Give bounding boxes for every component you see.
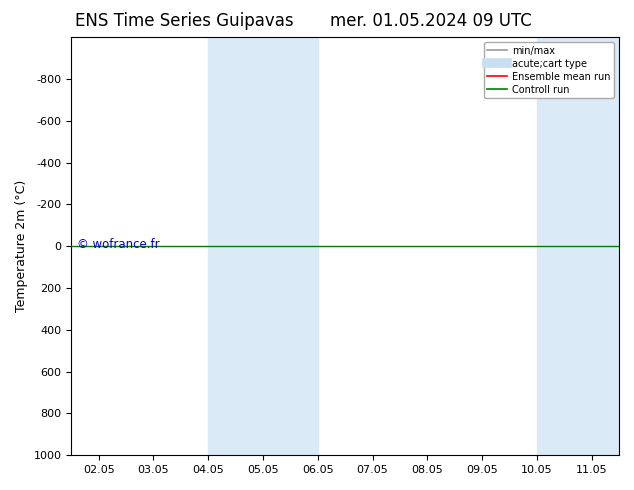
Text: © wofrance.fr: © wofrance.fr (77, 238, 159, 250)
Text: ENS Time Series Guipavas: ENS Time Series Guipavas (75, 12, 293, 30)
Legend: min/max, acute;cart type, Ensemble mean run, Controll run: min/max, acute;cart type, Ensemble mean … (484, 42, 614, 98)
Text: mer. 01.05.2024 09 UTC: mer. 01.05.2024 09 UTC (330, 12, 532, 30)
Bar (537, 37, 619, 455)
Y-axis label: Temperature 2m (°C): Temperature 2m (°C) (15, 180, 28, 312)
Bar (208, 37, 318, 455)
